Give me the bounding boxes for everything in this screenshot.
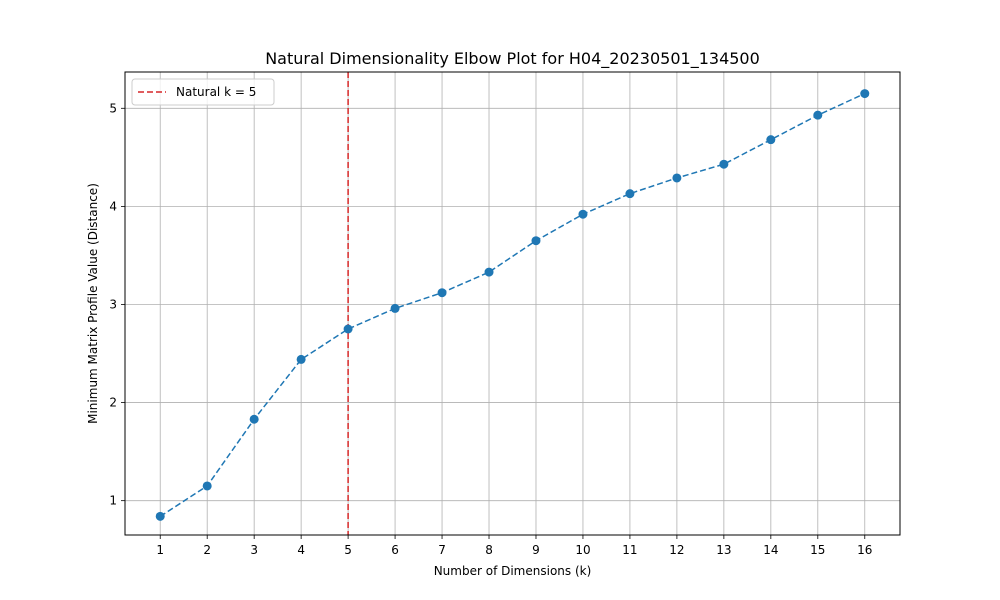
x-tick-label: 16	[857, 543, 872, 557]
data-point	[531, 236, 541, 246]
data-point	[813, 110, 823, 120]
y-axis-ticks: 1 2 3 4 5	[109, 101, 125, 508]
data-point	[155, 511, 165, 521]
x-tick-label: 13	[716, 543, 731, 557]
legend: Natural k = 5	[131, 78, 275, 106]
x-tick-label: 8	[485, 543, 493, 557]
chart-title: Natural Dimensionality Elbow Plot for H0…	[265, 49, 760, 69]
y-tick-label: 2	[109, 396, 117, 410]
plot-frame	[124, 71, 901, 536]
x-tick-label: 7	[438, 543, 446, 557]
series-layer	[155, 89, 870, 521]
y-tick-label: 3	[109, 297, 117, 311]
x-tick-label: 1	[156, 543, 164, 557]
data-point	[296, 354, 306, 364]
x-tick-label: 12	[669, 543, 684, 557]
data-point	[343, 324, 353, 334]
x-tick-label: 14	[763, 543, 778, 557]
x-tick-label: 4	[297, 543, 305, 557]
y-tick-label: 4	[109, 199, 117, 213]
legend-box	[131, 78, 275, 106]
grid-lines	[125, 72, 900, 535]
x-tick-label: 3	[250, 543, 258, 557]
x-tick-label: 5	[344, 543, 352, 557]
data-point	[719, 159, 729, 169]
data-point	[766, 135, 776, 145]
y-tick-label: 5	[109, 101, 117, 115]
data-point	[437, 288, 447, 298]
x-tick-label: 2	[203, 543, 211, 557]
y-tick-label: 1	[109, 494, 117, 508]
x-axis-ticks: 1 2 3 4 5 6 7 8 9 10 11 12 13 14 15 16	[156, 535, 872, 557]
legend-label-natural-k: Natural k = 5	[176, 85, 256, 99]
y-axis-label: Minimum Matrix Profile Value (Distance)	[86, 183, 100, 424]
x-tick-label: 15	[810, 543, 825, 557]
x-tick-label: 10	[575, 543, 590, 557]
data-point	[672, 173, 682, 183]
data-point	[484, 267, 494, 277]
x-tick-label: 6	[391, 543, 399, 557]
x-tick-label: 11	[622, 543, 637, 557]
x-tick-label: 9	[532, 543, 540, 557]
x-axis-label: Number of Dimensions (k)	[434, 564, 592, 578]
data-point	[578, 209, 588, 219]
data-point	[249, 414, 259, 424]
data-point	[390, 303, 400, 313]
data-point	[625, 189, 635, 199]
data-point	[860, 89, 870, 99]
data-point	[202, 481, 212, 491]
series-line	[159, 92, 866, 517]
